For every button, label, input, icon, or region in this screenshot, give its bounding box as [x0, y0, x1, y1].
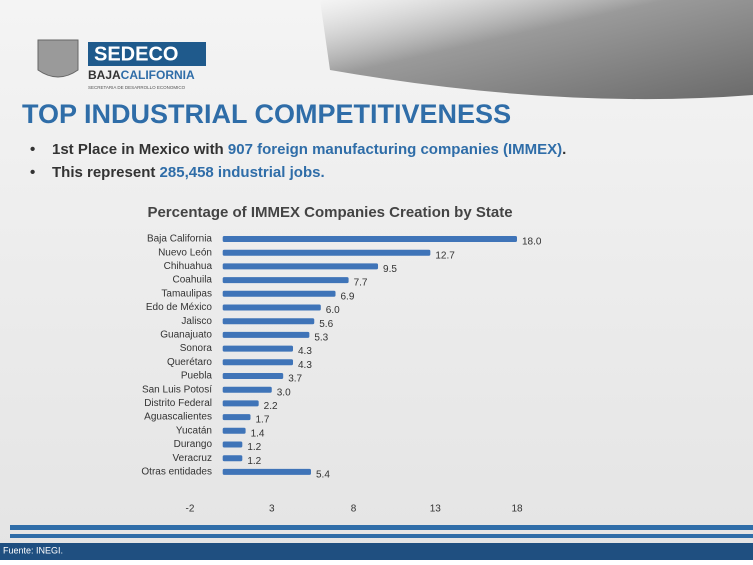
- value-label: 1.7: [255, 415, 269, 426]
- bar: [222, 359, 294, 366]
- value-label: 5.6: [319, 319, 333, 330]
- logo-subtitle: SECRETARIA DE DESARROLLO ECONOMICO: [88, 85, 186, 90]
- value-label: 4.3: [298, 346, 312, 357]
- y-tick-label: San Luis Potosí: [142, 384, 212, 395]
- bullets: • 1st Place in Mexico with 907 foreign m…: [30, 141, 566, 181]
- bar: [222, 468, 311, 475]
- bar: [222, 249, 431, 256]
- chart: -2 3 8 13 18 Baja California 18.0 Nuevo León 12.…: [141, 234, 542, 515]
- value-label: 1.4: [251, 428, 265, 439]
- y-tick-label: Querétaro: [167, 357, 212, 368]
- y-tick-label: Yucatán: [176, 425, 212, 436]
- bar: [222, 427, 246, 434]
- value-label: 6.9: [341, 291, 355, 302]
- bar: [222, 400, 259, 407]
- x-tick-label: 13: [430, 504, 442, 515]
- value-label: 4.3: [298, 360, 312, 371]
- footer-bar: [0, 543, 753, 560]
- bullet: 1st Place in Mexico with 907 foreign man…: [52, 141, 566, 158]
- value-label: 9.5: [383, 264, 397, 275]
- y-tick-label: Chihuahua: [164, 261, 213, 272]
- bullet: This represent 285,458 industrial jobs.: [52, 164, 325, 181]
- y-tick-label: Sonora: [180, 343, 213, 354]
- value-label: 6.0: [326, 305, 340, 316]
- bar: [222, 414, 251, 421]
- y-tick-label: Guanajuato: [160, 330, 212, 341]
- bar: [222, 304, 321, 311]
- footer-band: [10, 534, 753, 538]
- value-label: 12.7: [435, 250, 455, 261]
- x-tick-label: 8: [351, 504, 357, 515]
- x-tick-label: 3: [269, 504, 275, 515]
- y-tick-label: Puebla: [181, 371, 213, 382]
- logo-shield: [37, 39, 79, 78]
- bar: [222, 277, 349, 284]
- slide-title: TOP INDUSTRIAL COMPETITIVENESS: [22, 99, 511, 129]
- y-tick-label: Distrito Federal: [144, 398, 212, 409]
- bar: [222, 386, 272, 393]
- y-tick-label: Veracruz: [173, 453, 212, 464]
- value-label: 5.4: [316, 470, 330, 481]
- value-label: 3.7: [288, 374, 302, 385]
- y-tick-label: Coahuila: [173, 275, 213, 286]
- value-label: 2.2: [264, 401, 278, 412]
- bar: [222, 455, 243, 462]
- value-label: 5.3: [314, 333, 328, 344]
- bar: [222, 331, 310, 338]
- footer-source: Fuente: INEGI.: [3, 545, 63, 555]
- y-tick-label: Otras entidades: [141, 467, 212, 478]
- y-tick-label: Durango: [174, 439, 213, 450]
- bullet-dot: •: [30, 164, 35, 181]
- logo-name: SEDECO: [94, 43, 178, 65]
- value-label: 1.2: [247, 456, 261, 467]
- logo-box: [88, 42, 206, 66]
- bullet-dot: •: [30, 141, 35, 158]
- footer-band: [10, 525, 753, 530]
- y-tick-label: Jalisco: [181, 316, 212, 327]
- bar: [222, 236, 517, 242]
- bar: [222, 373, 284, 379]
- logo-state: BAJACALIFORNIA: [88, 68, 195, 82]
- x-tick-label: 18: [511, 504, 523, 515]
- chart-title: Percentage of IMMEX Companies Creation b…: [147, 204, 512, 221]
- y-tick-label: Edo de México: [146, 302, 213, 313]
- value-label: 3.0: [277, 387, 291, 398]
- bar: [222, 441, 243, 448]
- bar: [222, 263, 379, 270]
- bar: [222, 318, 315, 325]
- header-photo: [320, 0, 753, 100]
- y-tick-label: Aguascalientes: [144, 412, 212, 423]
- value-label: 1.2: [247, 442, 261, 453]
- y-tick-label: Nuevo León: [158, 247, 212, 258]
- y-tick-label: Baja California: [147, 234, 212, 245]
- bar: [222, 290, 336, 297]
- logo: SEDECO BAJACALIFORNIA SECRETARIA DE DESA…: [37, 39, 206, 90]
- x-tick-label: -2: [186, 504, 195, 515]
- y-tick-label: Tamaulipas: [161, 288, 212, 299]
- value-label: 7.7: [354, 278, 368, 289]
- bar: [222, 345, 294, 352]
- value-label: 18.0: [522, 237, 542, 248]
